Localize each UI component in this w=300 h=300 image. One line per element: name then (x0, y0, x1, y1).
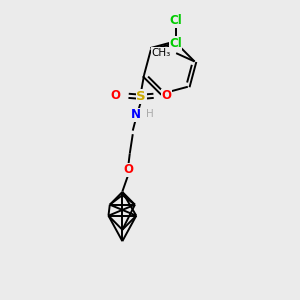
Text: CH₃: CH₃ (152, 48, 171, 58)
Text: Cl: Cl (169, 37, 182, 50)
Text: H: H (146, 109, 153, 119)
Text: O: O (161, 89, 171, 102)
Text: O: O (123, 163, 133, 176)
Text: N: N (131, 108, 141, 122)
Text: Cl: Cl (170, 14, 182, 27)
Text: S: S (136, 90, 146, 103)
Text: O: O (111, 89, 121, 102)
